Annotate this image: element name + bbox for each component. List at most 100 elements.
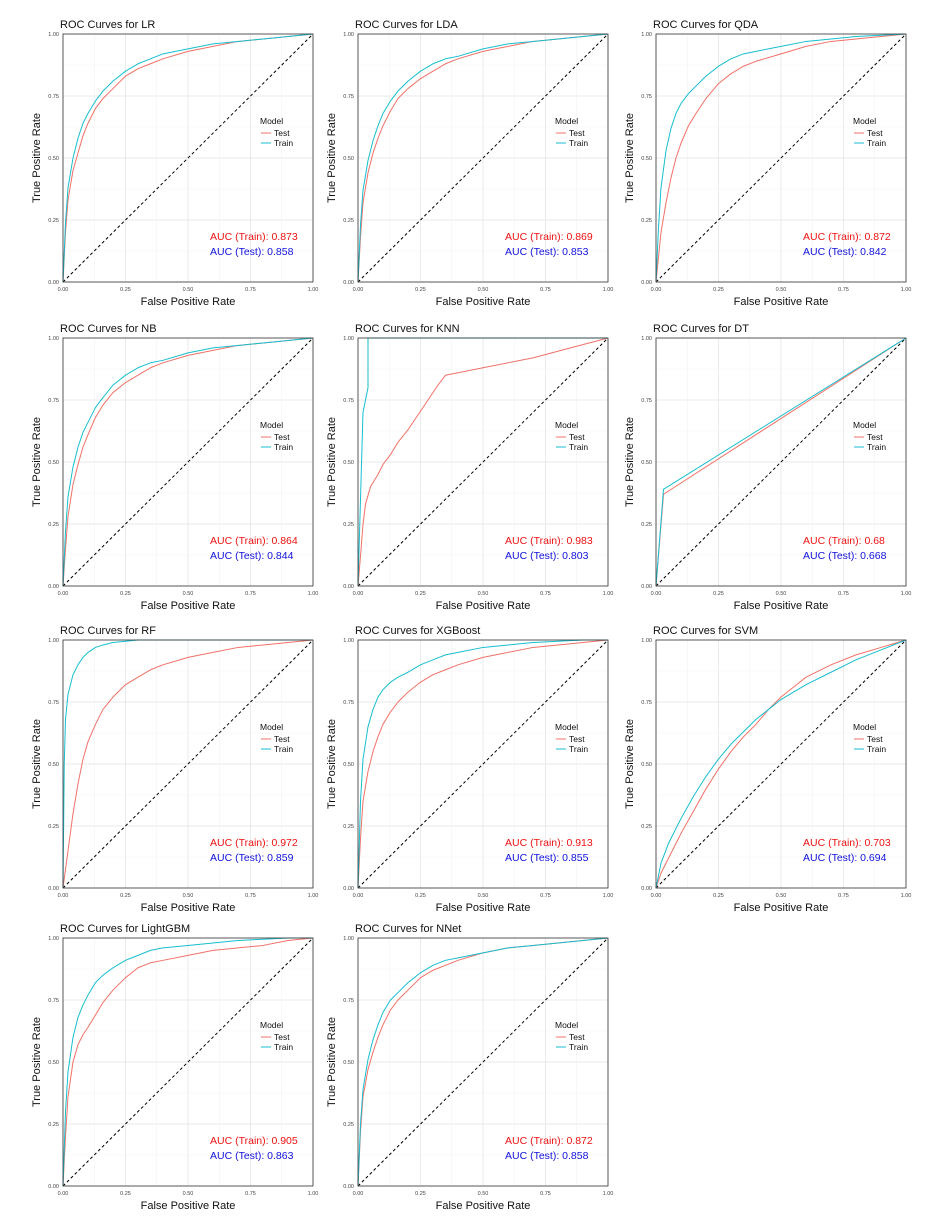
y-axis-label: True Positive Rate: [326, 1017, 338, 1107]
legend-label-test: Test: [274, 128, 290, 138]
x-tick-label: 0.75: [540, 893, 551, 899]
x-tick-label: 0.25: [415, 1191, 426, 1197]
legend-label-train: Train: [569, 442, 588, 452]
x-tick-label: 0.50: [183, 287, 194, 293]
roc-line-train: [62, 33, 314, 283]
x-axis-label: False Positive Rate: [734, 600, 829, 612]
x-axis-label: False Positive Rate: [141, 1200, 236, 1212]
x-tick-label: 0.00: [353, 893, 364, 899]
roc-line-test: [357, 337, 609, 587]
x-tick-label: 0.00: [353, 591, 364, 597]
y-tick-label: 0.75: [343, 998, 354, 1004]
legend-title: Model: [853, 722, 876, 732]
x-tick-label: 1.00: [603, 591, 614, 597]
x-tick-label: 0.25: [415, 287, 426, 293]
y-tick-label: 0.75: [641, 700, 652, 706]
auc-test-label: AUC (Test): 0.858: [210, 246, 294, 258]
y-tick-label: 0.00: [48, 886, 59, 892]
x-tick-label: 0.00: [58, 1191, 69, 1197]
x-tick-label: 0.50: [776, 591, 787, 597]
x-tick-label: 0.75: [245, 893, 256, 899]
y-tick-label: 0.25: [641, 824, 652, 830]
x-tick-label: 1.00: [308, 1191, 319, 1197]
y-tick-label: 0.25: [343, 522, 354, 528]
x-tick-label: 0.25: [120, 287, 131, 293]
plot-border: [655, 337, 907, 587]
y-tick-label: 0.25: [343, 824, 354, 830]
y-tick-label: 1.00: [343, 336, 354, 342]
y-tick-label: 1.00: [641, 336, 652, 342]
x-tick-label: 0.25: [713, 591, 724, 597]
y-tick-label: 1.00: [48, 336, 59, 342]
y-tick-label: 0.25: [48, 522, 59, 528]
y-axis-label: True Positive Rate: [31, 719, 43, 809]
x-tick-label: 1.00: [603, 287, 614, 293]
auc-test-label: AUC (Test): 0.694: [803, 852, 887, 864]
chart-title: ROC Curves for XGBoost: [355, 625, 480, 637]
x-tick-label: 0.00: [353, 287, 364, 293]
legend-label-train: Train: [569, 138, 588, 148]
auc-train-label: AUC (Train): 0.983: [505, 535, 593, 547]
y-tick-label: 0.75: [343, 398, 354, 404]
chart-title: ROC Curves for LR: [60, 19, 155, 31]
legend-title: Model: [260, 116, 283, 126]
roc-chart-8: 0.000.00 0.25 0.25 0.50 0.50 0.75 0.75 1.00 1.00…: [326, 625, 614, 914]
y-tick-label: 0.50: [48, 1060, 59, 1066]
roc-line-train: [62, 337, 314, 587]
legend-label-test: Test: [569, 1032, 585, 1042]
auc-test-label: AUC (Test): 0.842: [803, 246, 887, 258]
x-tick-label: 1.00: [308, 287, 319, 293]
legend-label-train: Train: [274, 138, 293, 148]
auc-test-label: AUC (Test): 0.855: [505, 852, 589, 864]
y-tick-label: 0.50: [641, 762, 652, 768]
y-axis-label: True Positive Rate: [624, 719, 636, 809]
legend-label-test: Test: [569, 432, 585, 442]
x-tick-label: 0.00: [58, 893, 69, 899]
x-tick-label: 1.00: [603, 893, 614, 899]
roc-line-test: [62, 639, 314, 889]
roc-line-test: [655, 639, 907, 889]
legend-label-train: Train: [867, 442, 886, 452]
x-tick-label: 1.00: [603, 1191, 614, 1197]
y-tick-label: 1.00: [343, 936, 354, 942]
x-tick-label: 1.00: [308, 893, 319, 899]
x-axis-label: False Positive Rate: [734, 296, 829, 308]
auc-train-label: AUC (Train): 0.873: [210, 231, 298, 243]
roc-chart-5: 0.000.00 0.25 0.25 0.50 0.50 0.75 0.75 1.00 1.00…: [326, 323, 614, 612]
y-tick-label: 0.25: [343, 1122, 354, 1128]
y-tick-label: 0.25: [641, 218, 652, 224]
y-tick-label: 0.50: [343, 460, 354, 466]
reference-diagonal: [357, 337, 609, 587]
plot-border: [62, 337, 314, 587]
plot-border: [62, 937, 314, 1187]
roc-line-train: [357, 639, 608, 889]
x-tick-label: 0.50: [478, 1191, 489, 1197]
roc-chart-4: 0.000.00 0.25 0.25 0.50 0.50 0.75 0.75 1.00 1.00…: [31, 323, 318, 612]
legend-label-test: Test: [867, 432, 883, 442]
plot-border: [357, 337, 609, 587]
auc-train-label: AUC (Train): 0.872: [505, 1135, 593, 1147]
auc-test-label: AUC (Test): 0.863: [210, 1150, 294, 1162]
x-axis-label: False Positive Rate: [141, 902, 236, 914]
y-tick-label: 0.00: [343, 1184, 354, 1190]
chart-title: ROC Curves for RF: [60, 625, 156, 637]
x-tick-label: 0.50: [776, 287, 787, 293]
x-tick-label: 1.00: [901, 591, 912, 597]
x-tick-label: 0.75: [245, 591, 256, 597]
y-tick-label: 0.75: [641, 398, 652, 404]
x-tick-label: 0.00: [651, 591, 662, 597]
legend-label-train: Train: [867, 138, 886, 148]
y-tick-label: 0.00: [48, 280, 59, 286]
auc-test-label: AUC (Test): 0.859: [210, 852, 294, 864]
roc-line-test: [655, 33, 907, 283]
roc-line-train: [655, 33, 907, 283]
y-tick-label: 0.75: [343, 700, 354, 706]
roc-chart-1: 0.000.00 0.25 0.25 0.50 0.50 0.75 0.75 1.00 1.00…: [31, 19, 319, 308]
y-tick-label: 1.00: [48, 638, 59, 644]
legend-label-train: Train: [867, 744, 886, 754]
x-tick-label: 1.00: [901, 287, 912, 293]
y-tick-label: 0.75: [48, 998, 59, 1004]
x-tick-label: 0.50: [183, 893, 194, 899]
y-tick-label: 0.50: [48, 156, 59, 162]
